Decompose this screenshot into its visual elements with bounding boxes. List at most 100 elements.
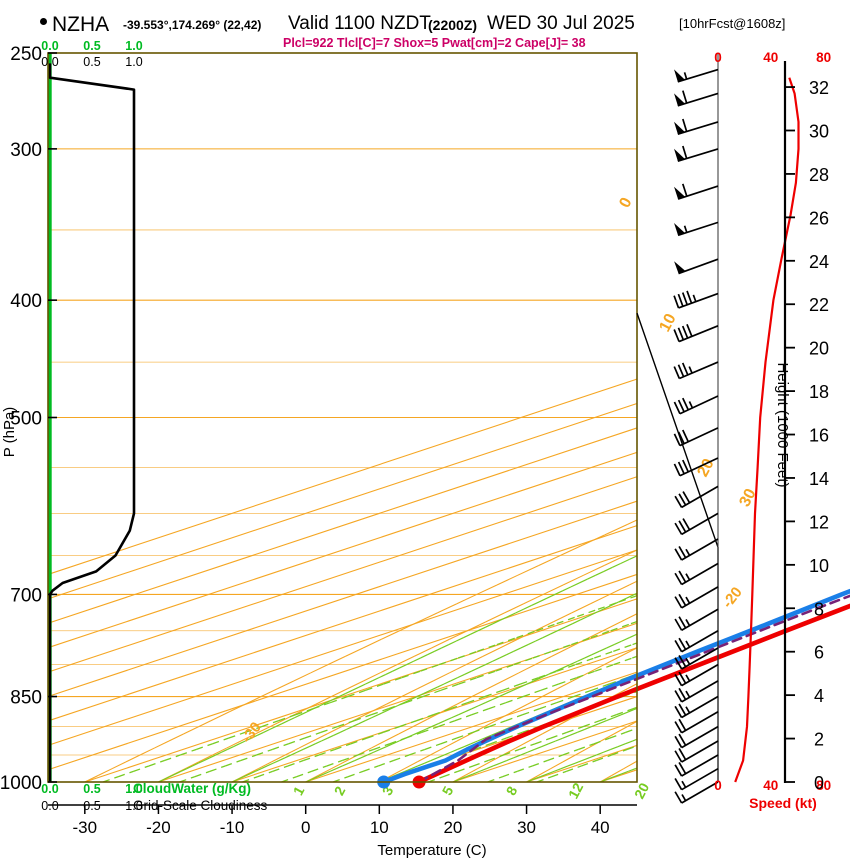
- wind-barb: [674, 221, 719, 237]
- height-tick-label: 14: [809, 469, 829, 489]
- dry-adiabat-line: [370, 740, 386, 749]
- moist-adiabat-line: [434, 647, 442, 652]
- moist-adiabat-line: [620, 711, 629, 716]
- dry-adiabat-line: [552, 612, 572, 623]
- mixing-ratio-line: [577, 743, 595, 751]
- moist-adiabat-line: [255, 768, 262, 772]
- dry-adiabat-line: [433, 672, 450, 682]
- mixing-ratio-line: [625, 727, 638, 734]
- moist-adiabat-line: [507, 612, 517, 618]
- dry-adiabat-line: [331, 761, 345, 770]
- mixing-ratio-line: [517, 765, 533, 772]
- mixing-ratio-line: [503, 748, 520, 756]
- moist-adiabat-line: [557, 626, 566, 632]
- height-axis-label: Height (1000 Feet): [774, 362, 791, 487]
- isobar-gridlines: [48, 52, 637, 783]
- moist-adiabat-label: 0: [616, 195, 635, 211]
- dry-adiabat-line: [430, 747, 444, 756]
- mixing-ratio-line: [388, 702, 406, 710]
- moist-adiabat-line: [327, 734, 335, 739]
- moist-adiabat-line: [251, 734, 258, 739]
- moist-adiabat-line: [628, 708, 637, 713]
- moist-adiabat-line: [457, 746, 465, 751]
- mixing-ratio-line: [242, 776, 258, 783]
- mixing-ratio-line: [551, 643, 572, 652]
- moist-adiabat-line: [332, 695, 340, 701]
- dry-adiabat-line: [379, 664, 398, 674]
- mixing-ratio-label: 20: [631, 780, 653, 801]
- moist-adiabat-line: [599, 647, 607, 652]
- moist-adiabat-line: [463, 633, 471, 639]
- moist-adiabat-line: [272, 759, 280, 764]
- dry-adiabat-line: [603, 655, 621, 666]
- dry-adiabat-line: [604, 523, 629, 536]
- dry-adiabat-line: [482, 647, 501, 657]
- wind-barb: [674, 725, 719, 749]
- dry-adiabat-line: [413, 647, 432, 657]
- mixing-ratio-line: [599, 714, 617, 722]
- moist-adiabat-label: 10: [656, 311, 679, 335]
- dry-adiabat-line: [443, 740, 458, 749]
- height-tick-label: 6: [814, 643, 824, 663]
- temperature-tick-label: 0: [301, 818, 310, 837]
- dry-adiabat-line: [412, 718, 428, 728]
- moist-adiabat-line: [606, 717, 614, 722]
- dry-adiabat-line: [588, 664, 605, 674]
- cloudwater-tick-top: 1.0: [125, 39, 142, 53]
- dry-adiabat-line: [331, 688, 348, 698]
- mixing-ratio-line: [513, 657, 534, 666]
- moist-adiabat-line: [227, 746, 234, 751]
- wind-barb: [674, 485, 719, 509]
- dry-adiabat-line: [551, 647, 569, 657]
- wind-barb: [674, 740, 719, 763]
- moist-adiabat-line: [602, 605, 612, 610]
- moist-adiabat-line: [354, 757, 362, 762]
- moist-adiabat-line: [443, 680, 452, 685]
- moist-adiabat-line: [378, 673, 387, 679]
- moist-adiabat-line: [477, 626, 486, 632]
- moist-adiabat-line: [486, 765, 494, 770]
- moist-adiabat-line: [500, 615, 509, 621]
- mixing-ratio-line: [538, 670, 558, 679]
- moist-adiabat-line: [553, 768, 562, 772]
- stability-indices: Plcl=922 Tlcl[C]=7 Shox=5 Pwat[cm]=2 Cap…: [283, 36, 586, 50]
- mixing-ratio-line: [341, 754, 358, 762]
- moist-adiabat-line: [603, 566, 613, 572]
- mixing-ratio-line: [467, 695, 486, 704]
- mixing-ratio-line: [594, 664, 614, 672]
- mixing-ratio-line: [272, 765, 289, 772]
- moist-adiabat-line: [413, 657, 421, 662]
- mixing-ratio-line: [377, 759, 394, 767]
- dry-adiabat-line: [560, 544, 583, 556]
- mixing-ratio-line: [488, 702, 507, 710]
- mixing-ratio-line: [566, 725, 584, 734]
- wind-barb: [674, 145, 719, 162]
- mixing-ratio-line: [148, 759, 165, 767]
- moist-adiabat-line: [595, 608, 604, 614]
- isotherm-line: [526, 744, 638, 783]
- wind-barb: [673, 395, 719, 415]
- cloudiness-axis-label: Grid-Scale Cloudiness: [133, 798, 268, 813]
- temperature-tick-label: 40: [591, 818, 610, 837]
- moist-adiabat-line: [345, 726, 353, 731]
- mixing-ratio-line: [278, 714, 296, 722]
- moist-adiabat-line: [431, 723, 439, 728]
- mixing-ratio-label: 8: [503, 783, 521, 798]
- pressure-axis: 250 300 400 500 700 850 1000 P (hPa): [0, 44, 57, 794]
- mixing-ratio-line: [405, 731, 422, 739]
- station-coordinates: -39.553°,174.269° (22,42): [123, 18, 262, 32]
- dry-adiabat-line: [212, 747, 227, 756]
- isotherm-label: -20: [719, 584, 746, 612]
- mixing-ratio-line: [133, 765, 150, 772]
- mixing-ratio-line: [489, 737, 507, 745]
- height-tick-label: 4: [814, 686, 824, 706]
- wind-barb-column: [673, 53, 719, 804]
- dry-adiabat-line: [183, 726, 199, 735]
- moist-adiabat-line: [278, 757, 286, 762]
- dry-adiabat-line: [502, 672, 520, 682]
- mixing-ratio-line: [303, 754, 320, 762]
- dry-adiabat-line: [417, 680, 434, 690]
- height-tick-label: 8: [814, 599, 824, 619]
